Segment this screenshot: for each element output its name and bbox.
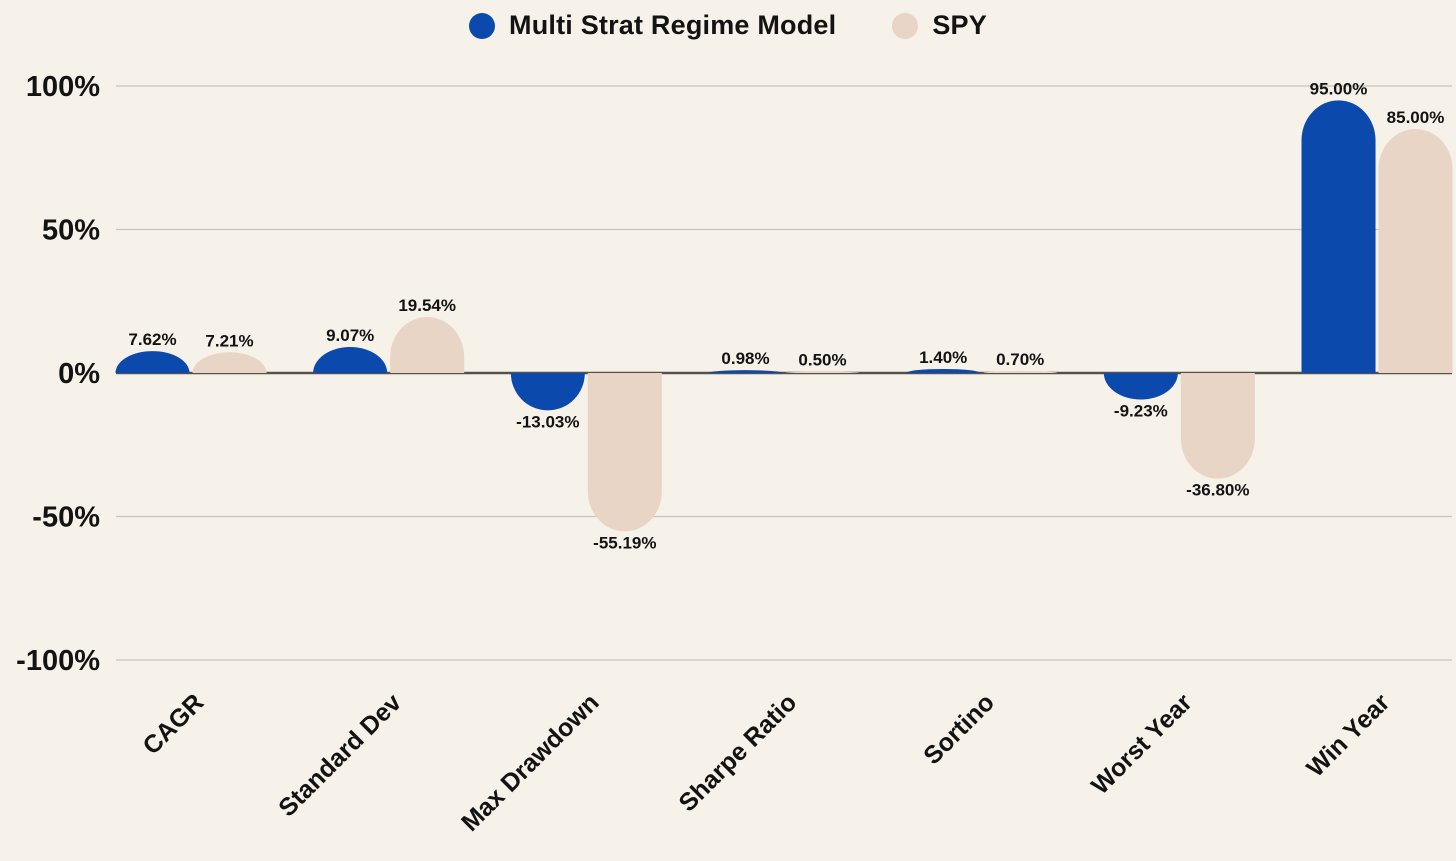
y-tick-label: 100% [26, 71, 100, 103]
x-axis-label: CAGR [137, 688, 209, 760]
y-tick-label: -50% [32, 502, 100, 534]
value-label: 7.21% [205, 331, 253, 350]
bar-spy [1378, 129, 1453, 373]
value-label: -13.03% [516, 412, 579, 431]
value-label: 0.50% [798, 351, 846, 370]
bar-spy [390, 316, 465, 373]
legend-swatch-multi-strat-icon [469, 12, 496, 39]
x-axis-label: Standard Dev [273, 688, 407, 822]
x-axis-label: Worst Year [1086, 688, 1198, 800]
bar-spy [785, 371, 860, 373]
y-tick-label: 50% [42, 215, 100, 247]
value-label: 9.07% [326, 326, 374, 345]
value-label: -55.19% [593, 533, 656, 552]
legend-label-multi-strat: Multi Strat Regime Model [509, 10, 837, 40]
bar-multi-strat [313, 346, 388, 373]
bar-multi-strat [708, 370, 783, 373]
legend-swatch-spy-icon [892, 12, 919, 39]
legend-label-spy: SPY [932, 10, 987, 40]
bar-multi-strat [1301, 100, 1376, 373]
bar-spy [983, 370, 1058, 373]
y-tick-label: 0% [58, 358, 100, 390]
x-axis-label: Sharpe Ratio [673, 688, 802, 817]
value-label: -9.23% [1114, 401, 1168, 420]
bar-multi-strat [1103, 373, 1178, 400]
x-axis-label: Sortino [918, 688, 1000, 770]
value-label: -36.80% [1186, 481, 1249, 500]
value-label: 95.00% [1310, 79, 1368, 98]
x-axis-label: Max Drawdown [456, 688, 604, 836]
bar-spy [1180, 373, 1255, 479]
bar-multi-strat [510, 373, 585, 411]
bar-multi-strat [906, 368, 981, 373]
legend: Multi Strat Regime Model SPY [0, 10, 1456, 41]
value-label: 0.98% [721, 349, 769, 368]
value-label: 19.54% [398, 296, 456, 315]
legend-item-multi-strat: Multi Strat Regime Model [469, 10, 836, 41]
legend-item-spy: SPY [892, 10, 987, 41]
y-tick-label: -100% [16, 645, 100, 677]
value-label: 85.00% [1387, 108, 1445, 127]
bar-spy [192, 352, 267, 373]
x-axis-label: Win Year [1301, 688, 1395, 782]
value-label: 7.62% [128, 330, 176, 349]
value-label: 1.40% [919, 348, 967, 367]
bar-multi-strat [115, 351, 190, 373]
bar-spy [587, 373, 662, 532]
value-label: 0.70% [996, 350, 1044, 369]
